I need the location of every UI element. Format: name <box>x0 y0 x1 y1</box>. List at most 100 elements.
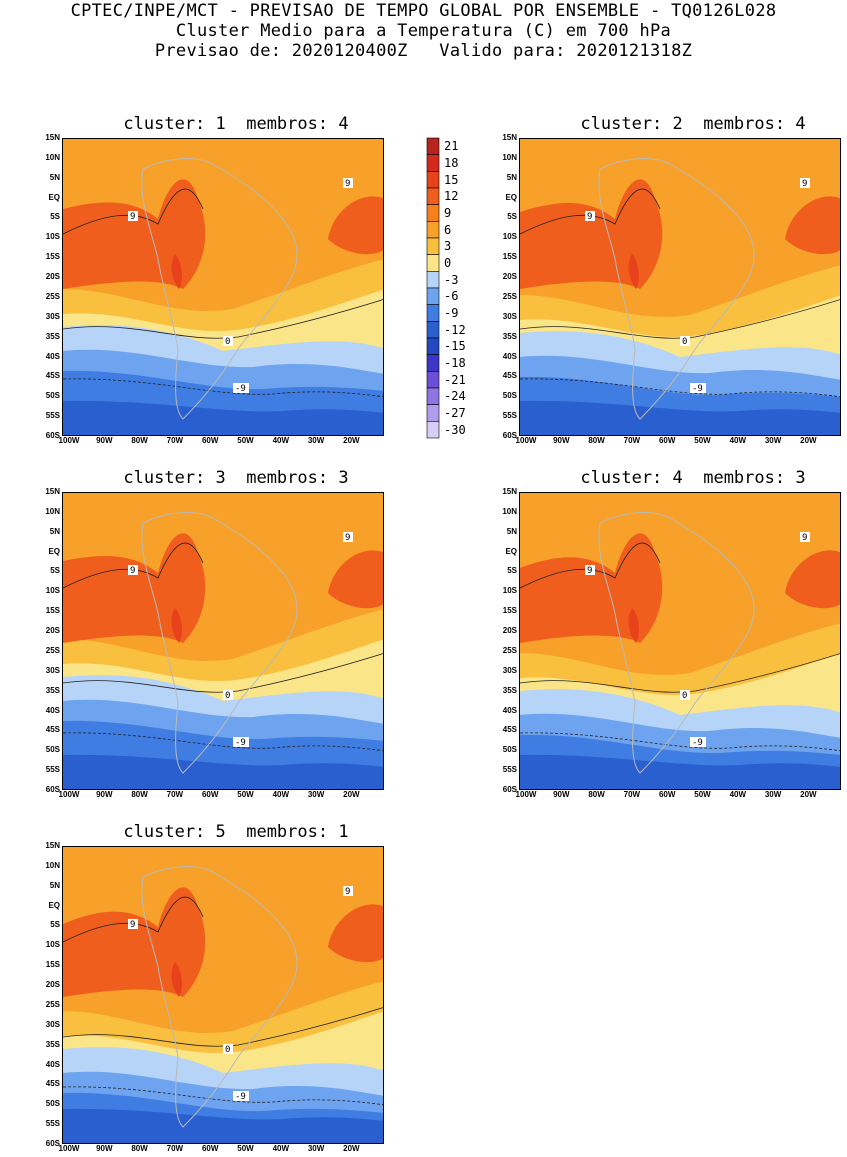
contour-label-bg <box>800 178 810 188</box>
contour-label-bg <box>128 211 138 221</box>
contour-line <box>63 542 204 589</box>
lat-tick-label: 40S <box>502 351 517 361</box>
map-panel-3: 9 0 -9 9 <box>62 492 384 790</box>
panel-title-1: cluster: 1 membros: 4 <box>123 114 349 134</box>
lon-tick-label: 80W <box>131 790 148 799</box>
lat-tick-label: 10N <box>45 152 60 162</box>
panel-title-3: cluster: 3 membros: 3 <box>123 468 349 488</box>
lon-tick-label: 100W <box>58 1144 80 1153</box>
temperature-band <box>63 754 383 789</box>
lon-tick-label: 60W <box>658 436 676 445</box>
lon-tick-label: 30W <box>307 436 325 445</box>
lat-tick-label: 10S <box>45 232 60 242</box>
lon-tick-label: 50W <box>237 1144 254 1153</box>
lat-tick-label: EQ <box>505 192 517 202</box>
coastline-south-america <box>598 512 755 774</box>
contour-line <box>63 896 204 943</box>
lon-tick-label: 100W <box>58 790 80 799</box>
contour-line <box>520 378 840 398</box>
lon-tick-label: 70W <box>166 436 184 445</box>
contour-line <box>63 1086 383 1106</box>
temperature-band <box>785 550 840 609</box>
lat-tick-label: 20S <box>45 272 60 282</box>
colorbar-cell <box>426 404 440 422</box>
panel-title-4: cluster: 4 membros: 3 <box>580 468 806 488</box>
lat-tick-label: 45S <box>45 1079 60 1089</box>
colorbar-label: 21 <box>444 139 459 154</box>
colorbar-cell <box>426 337 440 355</box>
lon-tick-label: 40W <box>729 790 747 799</box>
colorbar-cell <box>426 154 440 172</box>
lat-tick-label: 5S <box>507 212 517 222</box>
lat-tick-label: 60S <box>502 785 517 794</box>
lon-tick-label: 100W <box>58 436 80 445</box>
colorbar-label: -3 <box>444 272 459 287</box>
temperature-band <box>63 400 383 435</box>
lon-tick-label: 20W <box>343 436 360 445</box>
contour-label: 9 <box>345 533 350 543</box>
panel-title-2: cluster: 2 membros: 4 <box>580 114 806 134</box>
colorbar-cell <box>426 221 440 239</box>
lon-tick-label: 30W <box>764 436 782 445</box>
lon-tick-label: 40W <box>272 790 290 799</box>
contour-label-bg <box>233 383 249 393</box>
lat-tick-label: 25S <box>45 999 60 1009</box>
lon-tick-label: 50W <box>694 790 711 799</box>
contour-label: -9 <box>235 1092 246 1102</box>
colorbar-label: 15 <box>444 172 459 187</box>
temperature-band <box>520 754 840 789</box>
lat-tick-label: 5S <box>50 920 60 930</box>
lat-tick-label: EQ <box>48 192 60 202</box>
contour-line <box>520 653 840 693</box>
lat-tick-label: 15S <box>45 960 60 970</box>
lat-tick-label: 35S <box>45 1039 60 1049</box>
lon-tick-label: 90W <box>96 790 113 799</box>
temperature-band <box>63 179 206 289</box>
contour-label-bg <box>680 336 690 346</box>
colorbar-cell <box>426 137 440 155</box>
lat-tick-label: 45S <box>502 371 517 381</box>
lat-tick-label: 25S <box>45 645 60 655</box>
temperature-band <box>63 533 206 643</box>
colorbar-cell <box>426 271 440 289</box>
temperature-band <box>63 1108 383 1143</box>
contour-line <box>63 732 383 752</box>
contour-label: -9 <box>692 738 703 748</box>
map-panel-1: 9 0 -9 9 <box>62 138 384 436</box>
lat-tick-label: 10N <box>45 506 60 516</box>
contour-line <box>520 299 840 339</box>
lat-tick-label: 60S <box>45 431 60 440</box>
contour-label: 9 <box>587 212 592 222</box>
temperature-band <box>328 904 383 963</box>
colorbar-label: -18 <box>444 356 466 370</box>
lat-tick-label: EQ <box>505 546 517 556</box>
lon-tick-label: 20W <box>800 790 817 799</box>
lat-tick-label: 5S <box>50 566 60 576</box>
lat-tick-label: 30S <box>45 665 60 675</box>
colorbar-cell <box>426 171 440 189</box>
contour-label-bg <box>233 1091 249 1101</box>
contour-label: 0 <box>682 691 687 701</box>
lat-tick-label: 55S <box>45 1119 60 1129</box>
lat-tick-label: 15N <box>502 133 517 142</box>
lon-tick-label: 50W <box>694 436 711 445</box>
lat-tick-label: EQ <box>48 546 60 556</box>
lon-tick-label: 70W <box>166 1144 184 1153</box>
contour-label: 9 <box>130 212 135 222</box>
lon-tick-label: 90W <box>96 436 113 445</box>
lon-tick-label: 70W <box>623 436 641 445</box>
contour-label: 0 <box>682 337 687 347</box>
contour-label-bg <box>233 737 249 747</box>
contour-label: 0 <box>225 337 230 347</box>
map-panel-4: 9 0 -9 9 <box>519 492 841 790</box>
lat-tick-label: 40S <box>45 351 60 361</box>
colorbar-cell <box>426 254 440 272</box>
lat-tick-label: 15N <box>45 133 60 142</box>
lat-tick-label: 25S <box>45 291 60 301</box>
colorbar-cell <box>426 354 440 372</box>
lat-tick-label: 50S <box>502 391 517 401</box>
coastline-south-america <box>598 158 755 420</box>
lat-tick-label: 15S <box>502 606 517 616</box>
coastline-south-america <box>141 512 298 774</box>
lon-tick-label: 60W <box>201 436 219 445</box>
